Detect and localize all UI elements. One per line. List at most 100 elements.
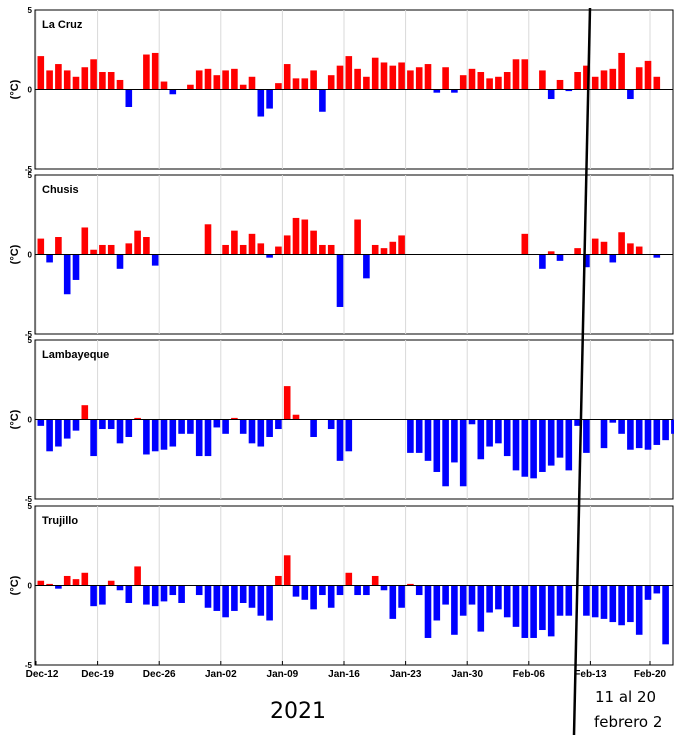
y-tick-label: -5 bbox=[25, 330, 33, 339]
bar bbox=[618, 585, 625, 626]
x-tick-label: Jan-09 bbox=[267, 669, 299, 680]
bar bbox=[81, 572, 89, 586]
bar bbox=[248, 419, 256, 444]
bar bbox=[125, 89, 133, 107]
bar bbox=[336, 254, 344, 307]
bar bbox=[195, 585, 203, 596]
bar bbox=[468, 419, 476, 425]
bar bbox=[539, 70, 546, 90]
bar bbox=[644, 585, 652, 600]
bar bbox=[547, 251, 555, 255]
bar bbox=[547, 585, 555, 637]
bar bbox=[512, 59, 520, 90]
bar bbox=[415, 419, 423, 453]
bar bbox=[319, 244, 326, 255]
bar bbox=[37, 238, 45, 255]
bar bbox=[627, 585, 634, 623]
bar bbox=[583, 585, 590, 616]
bar bbox=[662, 419, 669, 441]
bar bbox=[433, 89, 441, 93]
bar bbox=[257, 585, 265, 616]
bar bbox=[222, 419, 229, 434]
y-tick-label: 5 bbox=[28, 502, 33, 511]
bar bbox=[451, 585, 458, 635]
bar bbox=[389, 65, 397, 90]
bar bbox=[354, 68, 361, 90]
bar bbox=[204, 419, 212, 457]
bar bbox=[116, 254, 124, 269]
bar bbox=[90, 249, 97, 255]
bar bbox=[565, 585, 573, 616]
bar bbox=[477, 72, 485, 90]
bar bbox=[72, 76, 80, 90]
bar bbox=[90, 585, 97, 607]
bar bbox=[521, 419, 529, 477]
bar bbox=[565, 419, 573, 471]
bar bbox=[99, 419, 106, 430]
bar bbox=[609, 68, 617, 90]
bar bbox=[556, 254, 564, 261]
bar bbox=[327, 419, 335, 430]
bar bbox=[609, 419, 617, 423]
bar bbox=[283, 64, 291, 90]
station-label: Chusis bbox=[42, 184, 79, 196]
bar bbox=[310, 585, 317, 610]
bar bbox=[143, 237, 150, 255]
bar bbox=[169, 89, 177, 95]
panel-la-cruz: 5 0 -5 (°C) La Cruz bbox=[9, 6, 674, 174]
bar bbox=[539, 585, 546, 631]
bar bbox=[257, 419, 265, 447]
bar bbox=[539, 419, 546, 472]
bar bbox=[107, 580, 115, 586]
bar bbox=[37, 419, 45, 426]
bar bbox=[239, 419, 247, 434]
bar bbox=[178, 419, 185, 434]
bar bbox=[231, 417, 238, 420]
panel-lambayeque: 5 0 -5 (°C) Lambayeque bbox=[9, 336, 674, 504]
bar bbox=[169, 585, 177, 596]
bar bbox=[345, 56, 353, 90]
bar bbox=[380, 585, 388, 591]
bar bbox=[600, 241, 608, 255]
bar bbox=[160, 419, 168, 450]
bar bbox=[37, 580, 45, 586]
bar bbox=[292, 78, 300, 90]
bar bbox=[231, 585, 238, 611]
bar bbox=[222, 70, 229, 90]
bar bbox=[72, 579, 80, 586]
bar bbox=[459, 75, 467, 90]
y-tick-label: -5 bbox=[25, 495, 33, 504]
bar bbox=[591, 238, 599, 255]
bar bbox=[424, 64, 432, 90]
bar bbox=[512, 585, 520, 627]
bar bbox=[195, 419, 203, 457]
bar bbox=[310, 70, 317, 90]
chart-panels: 5 0 -5 (°C) La Cruz 5 0 -5 (°C) Chusis 5 0 -5 (°C) Lam… bbox=[9, 6, 674, 670]
bar bbox=[222, 244, 229, 255]
bar bbox=[371, 244, 379, 255]
bar bbox=[134, 566, 141, 586]
bar bbox=[345, 572, 353, 586]
bar bbox=[134, 230, 141, 255]
bar bbox=[213, 419, 221, 428]
bar bbox=[627, 419, 634, 450]
bar bbox=[169, 419, 177, 447]
bar bbox=[468, 68, 476, 90]
bar bbox=[442, 419, 449, 487]
bar bbox=[116, 585, 124, 591]
bar bbox=[407, 70, 414, 90]
y-tick-label: -5 bbox=[25, 165, 33, 174]
station-label: Lambayeque bbox=[42, 349, 109, 361]
bar bbox=[283, 555, 291, 586]
bar bbox=[521, 59, 529, 90]
y-axis-label: (°C) bbox=[9, 409, 21, 429]
bar bbox=[336, 65, 344, 90]
bar bbox=[671, 419, 674, 434]
bar bbox=[204, 585, 212, 608]
bar bbox=[609, 585, 617, 623]
bar bbox=[371, 575, 379, 586]
bar bbox=[99, 585, 106, 605]
bar bbox=[319, 585, 326, 596]
bar bbox=[547, 419, 555, 466]
bar bbox=[107, 244, 115, 255]
